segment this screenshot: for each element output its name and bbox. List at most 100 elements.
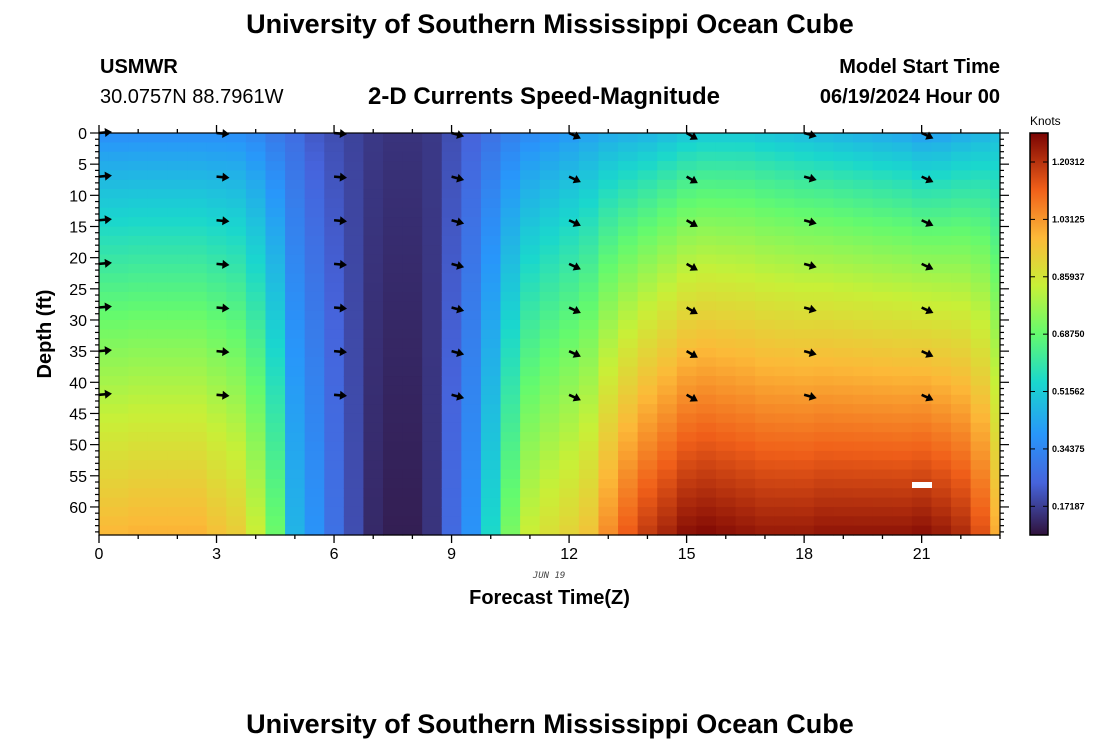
heatmap-cell [343, 497, 365, 508]
current-vector [685, 131, 698, 140]
heatmap-cell [833, 338, 854, 349]
heatmap-cell [285, 525, 306, 536]
heatmap-cell [99, 198, 110, 209]
heatmap-cell [441, 338, 462, 349]
heatmap-cell [147, 516, 169, 527]
heatmap-cell [970, 516, 991, 527]
heatmap-cell [304, 291, 325, 302]
heatmap-cell [441, 385, 462, 396]
heatmap-cell [813, 263, 835, 274]
heatmap-cell [872, 516, 893, 527]
heatmap-cell [755, 263, 776, 274]
heatmap-cell [187, 170, 208, 181]
heatmap-cell [872, 376, 893, 387]
heatmap-cell [618, 198, 639, 209]
heatmap-cell [911, 432, 933, 443]
heatmap-cell [853, 450, 874, 461]
heatmap-cell [578, 198, 600, 209]
heatmap-cell [598, 189, 619, 200]
heatmap-cell [755, 179, 776, 190]
heatmap-cell [226, 460, 247, 471]
heatmap-cell [383, 170, 404, 181]
heatmap-cell [813, 179, 835, 190]
heatmap-cell [637, 310, 658, 321]
heatmap-cell [147, 525, 169, 536]
heatmap-cell [441, 450, 462, 461]
heatmap-cell [363, 245, 384, 256]
heatmap-cell [461, 488, 482, 499]
heatmap-cell [245, 338, 267, 349]
heatmap-cell [265, 488, 286, 499]
heatmap-cell [402, 133, 423, 143]
heatmap-cell [813, 450, 835, 461]
heatmap-cell [990, 207, 1001, 218]
heatmap-cell [755, 394, 776, 405]
heatmap-cell [970, 348, 991, 358]
heatmap-cell [128, 235, 149, 246]
heatmap-cell [853, 263, 874, 274]
heatmap-cell [520, 460, 541, 471]
heatmap-cell [206, 516, 227, 527]
heatmap-cell [657, 497, 678, 508]
heatmap-cell [872, 301, 893, 312]
heatmap-cell [833, 497, 854, 508]
heatmap-cell [872, 254, 893, 265]
heatmap-cell [480, 254, 502, 265]
heatmap-cell [99, 329, 110, 340]
heatmap-cell [931, 170, 952, 181]
heatmap-cell [108, 422, 129, 433]
heatmap-cell [167, 488, 188, 499]
heatmap-cell [539, 207, 560, 218]
heatmap-cell [265, 385, 286, 396]
heatmap-cell [872, 217, 893, 228]
heatmap-cell [99, 525, 110, 536]
heatmap-cell [853, 497, 874, 508]
heatmap-cell [520, 189, 541, 200]
heatmap-cell [383, 151, 404, 162]
heatmap-cell [324, 497, 345, 508]
heatmap-cell [441, 133, 462, 143]
heatmap-cell [520, 422, 541, 433]
heatmap-cell [245, 198, 267, 209]
heatmap-cell [735, 525, 756, 536]
heatmap-cell [696, 366, 717, 377]
heatmap-cell [715, 506, 737, 517]
heatmap-cell [304, 497, 325, 508]
heatmap-cell [383, 469, 404, 480]
heatmap-cell [833, 291, 854, 302]
heatmap-cell [696, 385, 717, 396]
heatmap-cell [363, 357, 384, 368]
heatmap-cell [715, 441, 737, 452]
heatmap-cell [755, 488, 776, 499]
heatmap-cell [285, 357, 306, 368]
heatmap-cell [990, 376, 1001, 387]
heatmap-cell [755, 376, 776, 387]
heatmap-cell [226, 525, 247, 536]
heatmap-cell [324, 273, 345, 284]
heatmap-cell [559, 133, 580, 143]
heatmap-cell [813, 506, 835, 517]
heatmap-cell [794, 413, 815, 424]
heatmap-cell [402, 338, 423, 349]
heatmap-cell [970, 366, 991, 377]
heatmap-cell [696, 226, 717, 237]
heatmap-cell [853, 506, 874, 517]
heatmap-cell [500, 506, 521, 517]
heatmap-cell [245, 329, 267, 340]
heatmap-cell [265, 245, 286, 256]
heatmap-cell [833, 263, 854, 274]
heatmap-cell [735, 301, 756, 312]
heatmap-cell [676, 441, 698, 452]
heatmap-cell [774, 450, 795, 461]
heatmap-cell [108, 133, 129, 143]
heatmap-cell [245, 516, 267, 527]
heatmap-cell [285, 394, 306, 405]
heatmap-cell [500, 404, 521, 415]
heatmap-cell [167, 441, 188, 452]
current-vector [216, 347, 230, 357]
heatmap-cell [990, 319, 1001, 330]
heatmap-cell [676, 235, 698, 246]
heatmap-cell [167, 235, 188, 246]
heatmap-cell [794, 133, 815, 143]
heatmap-cell [892, 404, 913, 415]
